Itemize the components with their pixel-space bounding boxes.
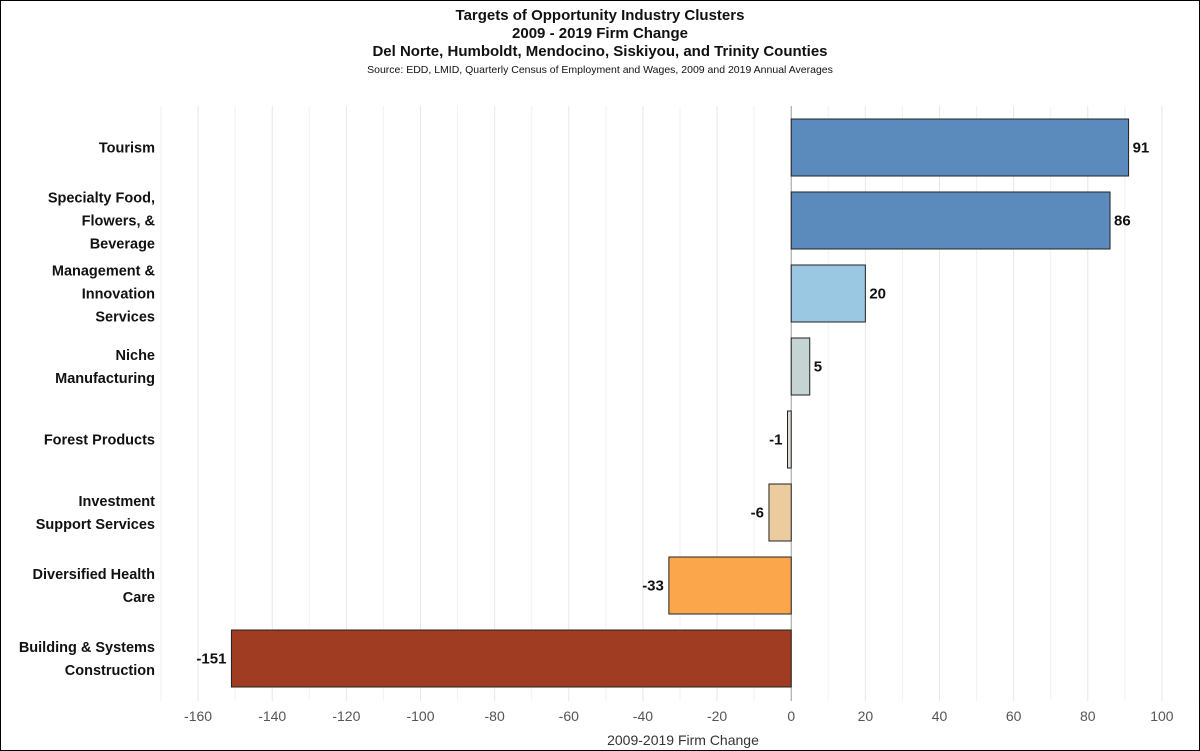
chart-source: Source: EDD, LMID, Quarterly Census of E… xyxy=(367,64,833,76)
category-label: Tourism xyxy=(99,141,155,157)
x-tick-label: -40 xyxy=(633,708,653,724)
chart-subtitle-1: 2009 - 2019 Firm Change xyxy=(512,25,688,42)
category-label: Management & xyxy=(52,264,156,280)
category-label: Construction xyxy=(65,663,155,679)
category-label: Forest Products xyxy=(44,433,155,449)
category-label: Services xyxy=(95,310,155,326)
x-tick-label: -60 xyxy=(559,708,579,724)
category-label: Care xyxy=(123,590,155,606)
data-label: 20 xyxy=(869,286,886,303)
x-tick-label: -120 xyxy=(332,708,360,724)
bar xyxy=(230,629,792,688)
bar xyxy=(790,264,866,323)
category-label: Support Services xyxy=(36,517,155,533)
data-label: 91 xyxy=(1133,140,1150,157)
category-label: Manufacturing xyxy=(55,371,155,387)
data-label: -6 xyxy=(751,505,764,522)
bar xyxy=(790,337,811,396)
bar xyxy=(768,483,792,542)
value-labels: 91 86 20 5 -1 -6 -33 -151 xyxy=(196,140,1149,668)
bar xyxy=(790,191,1111,250)
bar xyxy=(668,556,792,615)
category-label: Flowers, & xyxy=(82,214,156,230)
category-label: Investment xyxy=(78,494,155,510)
data-label: -1 xyxy=(769,432,782,449)
x-tick-label: 0 xyxy=(787,708,795,724)
x-tick-label: -100 xyxy=(406,708,434,724)
bar xyxy=(787,410,792,469)
x-tick-label: 40 xyxy=(932,708,948,724)
x-tick-label: -160 xyxy=(184,708,212,724)
category-label: Building & Systems xyxy=(19,640,155,656)
chart-title: Targets of Opportunity Industry Clusters xyxy=(455,7,745,24)
data-label: -151 xyxy=(196,651,226,668)
x-tick-label: -80 xyxy=(485,708,505,724)
x-tick-label: 20 xyxy=(858,708,874,724)
category-label: Beverage xyxy=(90,237,155,253)
x-tick-label: -20 xyxy=(707,708,727,724)
bars xyxy=(230,118,1130,688)
x-tick-label: 100 xyxy=(1150,708,1174,724)
category-label: Diversified Health xyxy=(33,567,156,583)
data-label: 5 xyxy=(814,359,822,376)
x-axis-ticks: -160 -140 -120 -100 -80 -60 -40 -20 0 20 40 60 80 100 xyxy=(184,708,1174,724)
bar xyxy=(790,118,1130,177)
x-tick-label: 60 xyxy=(1006,708,1022,724)
category-labels: Tourism Specialty Food, Flowers, & Beverage… xyxy=(19,141,156,680)
x-tick-label: 80 xyxy=(1080,708,1096,724)
category-label: Niche xyxy=(116,348,156,364)
x-tick-label: -140 xyxy=(258,708,286,724)
x-axis-title: 2009-2019 Firm Change xyxy=(607,732,759,748)
category-label: Innovation xyxy=(82,287,155,303)
data-label: -33 xyxy=(642,578,664,595)
data-label: 86 xyxy=(1114,213,1131,230)
category-label: Specialty Food, xyxy=(48,191,155,207)
chart-subtitle-2: Del Norte, Humboldt, Mendocino, Siskiyou… xyxy=(372,43,828,60)
